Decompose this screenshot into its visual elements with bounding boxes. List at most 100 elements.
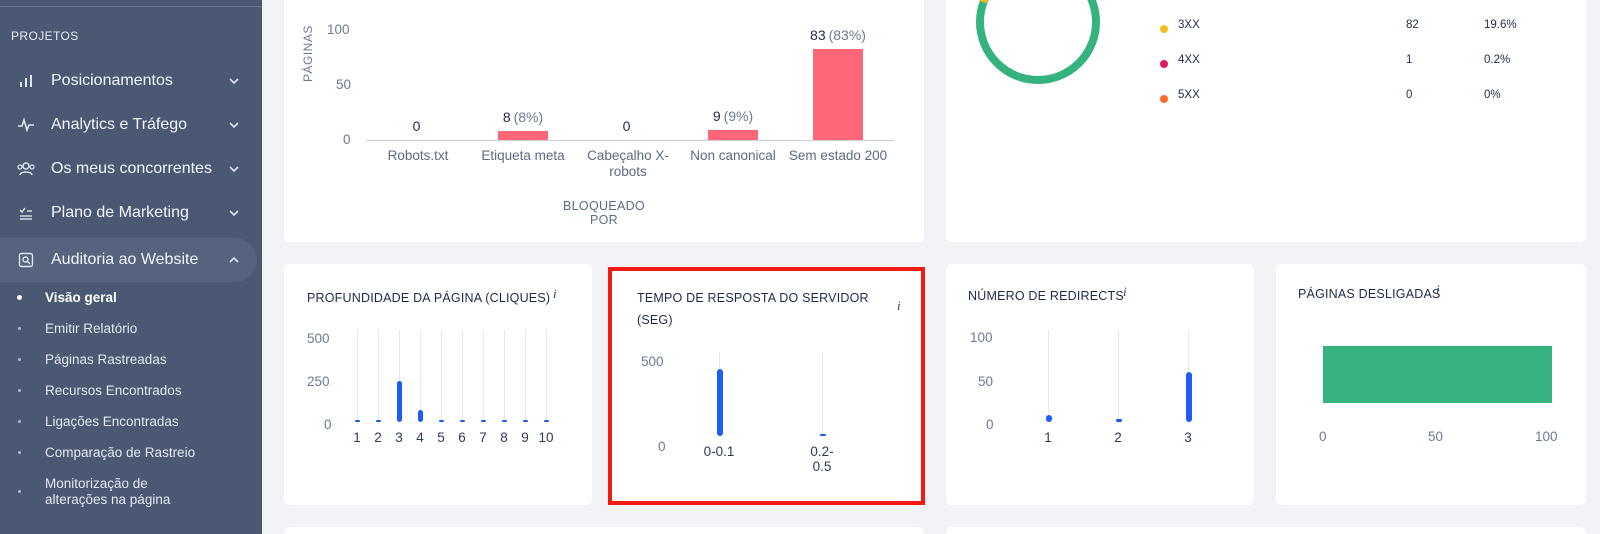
data-label: 0 [373, 118, 463, 134]
grid-line [357, 330, 358, 422]
users-icon [16, 159, 36, 179]
y-tick: 0 [324, 417, 332, 432]
sidebar: PROJETOS Posicionamentos Analytics e Trá… [0, 0, 262, 534]
disconnected-pages-card: PÁGINAS DESLIGADAS i 0 50 100 [1276, 264, 1586, 505]
x-tick: 8 [500, 430, 508, 445]
bottom-card-left [284, 527, 924, 534]
y-tick: 100 [327, 22, 350, 37]
bullet-icon [18, 451, 21, 454]
x-tick: 3 [1184, 430, 1192, 445]
status-donut [976, 0, 1100, 84]
bar [481, 420, 486, 422]
y-tick: 0 [658, 439, 666, 454]
response-time-card: TEMPO DE RESPOSTA DO SERVIDOR (SEG) i 50… [612, 270, 921, 501]
status-count: 1 [1406, 54, 1413, 66]
x-tick: Sem estado 200 [788, 148, 888, 163]
sidebar-item-analytics[interactable]: Analytics e Tráfego [0, 103, 257, 147]
info-icon[interactable]: i [1436, 282, 1440, 297]
chevron-down-icon [229, 78, 239, 85]
subnav-paginas-rastreadas[interactable]: Páginas Rastreadas [0, 352, 240, 370]
y-tick: 100 [970, 330, 993, 345]
subnav-recursos-encontrados[interactable]: Recursos Encontrados [0, 383, 240, 401]
subnav-comparacao-rastreio[interactable]: Comparação de Rastreio [0, 445, 240, 463]
y-tick: 50 [978, 374, 994, 389]
bar [523, 420, 528, 422]
bullet-icon [18, 389, 21, 392]
subnav-emitir-relatorio[interactable]: Emitir Relatório [0, 321, 240, 339]
y-axis-label: PÁGINAS [301, 25, 315, 82]
sidebar-item-posicionamentos[interactable]: Posicionamentos [0, 59, 257, 103]
sidebar-item-auditoria[interactable]: Auditoria ao Website [0, 238, 257, 282]
x-tick: 7 [479, 430, 487, 445]
bar [355, 420, 360, 422]
bar [708, 130, 758, 140]
bottom-card-right [946, 527, 1586, 534]
sidebar-item-label: Analytics e Tráfego [51, 116, 188, 133]
sidebar-divider [0, 6, 262, 7]
bar [418, 410, 423, 422]
bullet-icon [18, 420, 21, 423]
x-tick: 0 [1319, 429, 1327, 444]
checklist-icon [16, 203, 36, 223]
data-label: 9 (9%) [688, 108, 778, 124]
chevron-down-icon [229, 166, 239, 173]
data-label-value: 83 [810, 26, 826, 43]
grid-line [462, 330, 463, 422]
status-code: 5XX [1178, 89, 1200, 101]
status-count: 82 [1406, 19, 1419, 31]
card-title: PROFUNDIDADE DA PÁGINA (CLIQUES) [307, 291, 551, 305]
sidebar-item-label: Posicionamentos [51, 72, 173, 89]
bar [502, 420, 507, 422]
x-tick: Robots.txt [387, 148, 449, 163]
chevron-down-icon [229, 210, 239, 217]
chevron-up-icon [229, 256, 239, 263]
grid-line [525, 330, 526, 422]
bar [544, 420, 549, 422]
bar [397, 380, 402, 422]
status-code: 4XX [1178, 54, 1200, 66]
info-icon[interactable]: i [897, 298, 901, 313]
x-tick: 9 [521, 430, 529, 445]
data-label: 83 (83%) [793, 27, 883, 43]
highlight-box [608, 267, 925, 505]
grid-line [483, 330, 484, 422]
data-label: 8 (8%) [478, 109, 568, 125]
data-label-percent: (8%) [513, 109, 544, 126]
x-tick: 4 [416, 430, 424, 445]
status-code: 3XX [1178, 19, 1200, 31]
y-tick: 50 [336, 77, 352, 92]
x-tick: 1 [1044, 430, 1052, 445]
bar [1115, 419, 1122, 422]
subnav-ligacoes-encontradas[interactable]: Ligações Encontradas [0, 414, 240, 432]
status-percent: 19.6% [1484, 19, 1517, 31]
sidebar-item-concorrentes[interactable]: Os meus concorrentes [0, 147, 257, 191]
audit-icon [16, 250, 36, 270]
y-tick: 500 [641, 354, 664, 369]
sidebar-item-label: Auditoria ao Website [51, 251, 199, 268]
grid-line [822, 352, 823, 436]
pulse-icon [16, 115, 36, 135]
grid-line [1118, 330, 1119, 422]
x-tick: 6 [458, 430, 466, 445]
blocked-pages-card: PÁGINAS 100 50 0 0 Robots.txt 8 (8%) Etiquet… [284, 0, 924, 242]
subnav-visao-geral[interactable]: Visão geral [0, 290, 240, 308]
bar [819, 434, 826, 436]
redirects-card: NÚMERO DE REDIRECTS i 100 50 0 1 2 3 [946, 264, 1254, 505]
bullet-icon [17, 295, 22, 300]
subnav-monitorizacao[interactable]: Monitorização de alterações na página [0, 476, 240, 510]
sidebar-section-title: PROJETOS [11, 29, 79, 43]
card-title: NÚMERO DE REDIRECTS [968, 289, 1124, 303]
bar [460, 420, 465, 422]
x-tick: 100 [1535, 429, 1558, 444]
bar [498, 131, 548, 140]
info-icon[interactable]: i [1123, 284, 1127, 299]
info-icon[interactable]: i [553, 286, 557, 301]
status-dot [1160, 95, 1168, 103]
sidebar-item-plano-marketing[interactable]: Plano de Marketing [0, 191, 257, 235]
grid-line [420, 330, 421, 422]
y-tick: 0 [986, 417, 994, 432]
card-title: TEMPO DE RESPOSTA DO SERVIDOR (SEG) [637, 291, 869, 327]
x-tick: 0-0.1 [703, 444, 735, 459]
bullet-icon [18, 358, 21, 361]
